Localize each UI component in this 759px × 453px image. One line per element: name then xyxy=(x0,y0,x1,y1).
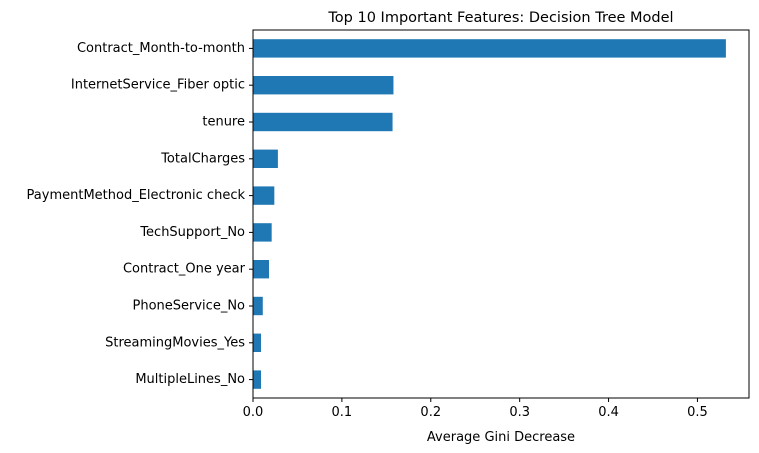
bar-tenure xyxy=(253,112,393,132)
x-tick-label: 0.4 xyxy=(598,405,619,420)
x-tick-label: 0.1 xyxy=(332,405,353,420)
bar-contract-month-to-month xyxy=(253,39,726,58)
y-tick-label: PaymentMethod_Electronic check xyxy=(27,188,246,203)
y-axis-ticks: Contract_Month-to-month InternetService_F… xyxy=(27,41,253,387)
y-tick-label: InternetService_Fiber optic xyxy=(71,78,245,93)
x-tick-label: 0.5 xyxy=(687,405,708,420)
bar-streamingmovies-yes xyxy=(253,333,261,352)
x-axis-label: Average Gini Decrease xyxy=(427,430,575,445)
bar-totalcharges xyxy=(253,149,278,168)
y-tick-label: PhoneService_No xyxy=(133,299,246,314)
bar-techsupport-no xyxy=(253,223,272,242)
y-tick-label: Contract_One year xyxy=(123,262,246,277)
y-tick-label: Contract_Month-to-month xyxy=(77,41,245,56)
plot-area-frame xyxy=(252,29,750,399)
y-tick-label: tenure xyxy=(202,115,245,130)
y-tick-label: StreamingMovies_Yes xyxy=(105,335,245,350)
x-tick-label: 0.2 xyxy=(420,405,441,420)
bar-phoneservice-no xyxy=(253,296,263,316)
y-tick-label: MultipleLines_No xyxy=(135,372,245,387)
bar-paymentmethod-electronic-check xyxy=(253,186,275,205)
bars-layer xyxy=(253,39,726,389)
bar-internetservice-fiber-optic xyxy=(253,76,394,95)
bar-contract-one-year xyxy=(253,260,269,279)
x-tick-label: 0.3 xyxy=(509,405,530,420)
x-tick-label: 0.0 xyxy=(243,405,264,420)
bar-multiplelines-no xyxy=(253,370,261,389)
y-tick-label: TotalCharges xyxy=(160,151,245,166)
chart-title: Top 10 Important Features: Decision Tree… xyxy=(327,10,673,26)
y-tick-label: TechSupport_No xyxy=(139,225,245,240)
x-axis-ticks: 0.0 0.1 0.2 0.3 0.4 0.5 xyxy=(243,398,708,420)
